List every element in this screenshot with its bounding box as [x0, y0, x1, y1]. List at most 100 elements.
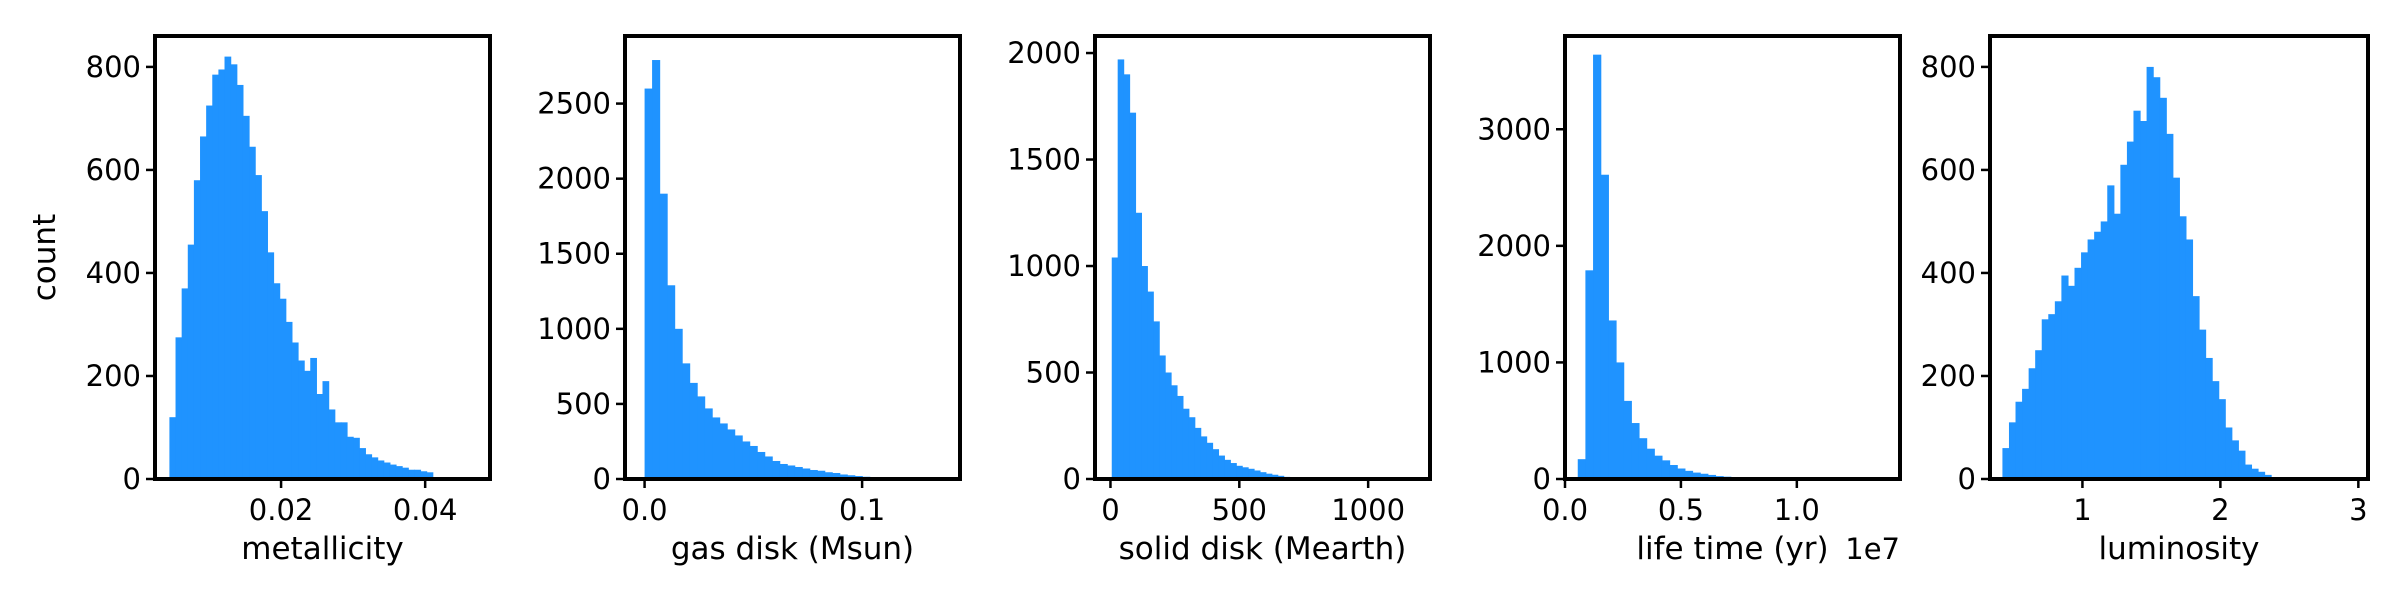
histogram-bar — [193, 180, 201, 480]
y-tick-label: 0 — [1063, 462, 1081, 496]
histogram-bar — [764, 456, 773, 479]
axes-frame — [623, 34, 962, 481]
histogram-bar — [1265, 473, 1273, 479]
histogram-bar — [1165, 372, 1172, 479]
histogram-bar — [304, 370, 311, 479]
histogram-bar — [1623, 400, 1632, 479]
histogram-bar — [2133, 110, 2141, 479]
histogram-bar — [1646, 448, 1655, 479]
histogram-bar — [1669, 465, 1678, 479]
histogram-bar — [1129, 112, 1137, 480]
histogram-bar — [200, 136, 207, 479]
histogram-bar — [1117, 59, 1125, 480]
histogram-bar — [2120, 164, 2128, 479]
histogram-panel-3: 0 500 1000 0 500 1000 1500 2000 solid disk (Mear… — [1007, 34, 1432, 567]
histogram-bar — [1631, 423, 1640, 479]
histogram-bar — [2199, 329, 2207, 479]
histogram-bar — [1123, 74, 1131, 479]
histogram-bar — [261, 211, 268, 479]
histogram-panel-1: 0.02 0.04 0 200 400 600 800 metallicity count — [27, 34, 492, 567]
y-tick-label: 3000 — [1477, 112, 1551, 146]
x-tick-label: 0.0 — [1542, 493, 1588, 527]
histogram-bar — [1654, 455, 1663, 479]
histogram-bar — [1218, 455, 1225, 479]
histogram-bar — [2113, 213, 2121, 479]
axes-frame — [1988, 34, 2370, 481]
histogram-bar — [187, 244, 195, 479]
histogram-bar — [402, 467, 409, 479]
histogram-bar — [1111, 257, 1119, 479]
histogram-bar — [2015, 401, 2023, 479]
histogram-bar — [734, 435, 743, 479]
x-tick-label: 2 — [2211, 493, 2229, 527]
y-tick-label: 500 — [556, 387, 611, 421]
histogram-bar — [742, 441, 751, 479]
histogram-bar — [408, 469, 415, 479]
histogram-bar — [267, 252, 275, 479]
histogram-bar — [371, 457, 379, 479]
y-tick-label: 600 — [86, 153, 141, 187]
histogram-bar — [1254, 470, 1261, 479]
histogram-bar — [218, 69, 226, 479]
histogram-bar — [273, 283, 281, 479]
histogram-bar — [689, 382, 698, 479]
histogram-bar — [839, 474, 848, 479]
x-offset-label: 1e7 — [1845, 532, 1900, 566]
x-tick-label: 1 — [2073, 493, 2091, 527]
histogram-bar — [2028, 368, 2036, 479]
histogram-bar — [1242, 467, 1249, 479]
histogram-bar — [1182, 408, 1190, 479]
histogram-bar — [383, 462, 391, 479]
y-tick-label: 2000 — [1477, 229, 1551, 263]
histogram-bar — [2126, 141, 2135, 479]
y-tick-label: 1000 — [1477, 345, 1551, 379]
histogram-bar — [772, 460, 781, 479]
histogram-bar — [334, 422, 342, 479]
histogram-bar — [1585, 270, 1594, 479]
y-tick-label: 0 — [123, 462, 141, 496]
histogram-bar — [2205, 357, 2213, 479]
y-tick-label: 800 — [1921, 50, 1976, 84]
histogram-bar — [2074, 267, 2082, 479]
histogram-bar — [802, 468, 811, 479]
x-tick-label: 500 — [1212, 493, 1267, 527]
histogram-bar — [2002, 448, 2010, 479]
histogram-bar — [291, 342, 299, 479]
x-axis-label: solid disk (Mearth) — [1119, 531, 1407, 567]
histogram-bar — [1577, 459, 1586, 479]
histogram-bar — [1684, 470, 1694, 479]
histogram-bar — [832, 472, 841, 479]
histogram-bars — [1111, 59, 1326, 480]
x-tick-label: 0.04 — [393, 493, 458, 527]
x-tick-label: 0 — [1101, 493, 1119, 527]
histogram-bars — [1577, 54, 1778, 480]
histogram-panel-5: 1 2 3 0 200 400 600 800 luminosity — [1921, 34, 2370, 567]
histogram-bar — [1236, 465, 1243, 479]
histogram-bar — [2185, 239, 2194, 479]
histogram-bar — [2257, 471, 2266, 479]
histogram-bar — [2008, 422, 2017, 479]
histogram-bar — [298, 360, 305, 479]
y-tick-label: 600 — [1921, 153, 1976, 187]
x-tick-label: 3 — [2349, 493, 2367, 527]
histogram-bar — [279, 298, 287, 479]
y-tick-label: 1500 — [537, 237, 611, 271]
histogram-bar — [704, 408, 713, 479]
histogram-bar — [712, 417, 721, 479]
histogram-bar — [310, 357, 317, 479]
histogram-bar — [426, 472, 434, 479]
histogram-bar — [2081, 252, 2089, 479]
histogram-bar — [2225, 427, 2233, 479]
histogram-bar — [1608, 320, 1617, 479]
histogram-bar — [1153, 321, 1160, 479]
histogram-bar — [697, 396, 706, 479]
histogram-bar — [2067, 285, 2076, 479]
histogram-bar — [365, 454, 373, 479]
y-tick-label: 400 — [86, 256, 141, 290]
histogram-bars — [169, 56, 434, 480]
histogram-panel-2: 0.0 0.1 0 500 1000 1500 2000 2500 gas disk (Msun… — [537, 34, 962, 567]
x-axis-label: luminosity — [2099, 531, 2260, 567]
histogram-bar — [1271, 474, 1279, 479]
histogram-bar — [2179, 216, 2187, 480]
histogram-bar — [206, 105, 213, 479]
